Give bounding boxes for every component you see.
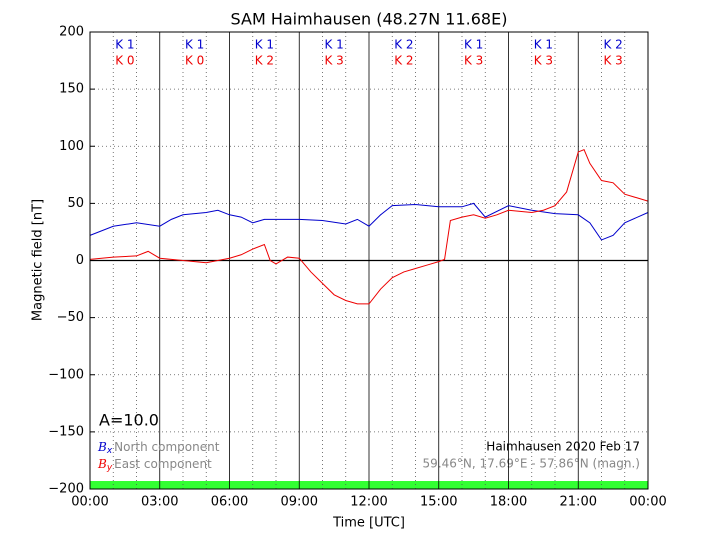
- x-tick-label: 06:00: [211, 495, 248, 510]
- legend-entry: Bx North component: [97, 440, 220, 456]
- y-tick-label: 200: [59, 25, 84, 40]
- k-index-east: K 0: [115, 54, 134, 68]
- x-tick-label: 00:00: [71, 495, 108, 510]
- y-tick-label: −150: [48, 424, 84, 439]
- series-line: [89, 149, 649, 305]
- x-tick-label: 21:00: [560, 495, 597, 510]
- k-index-north: K 1: [255, 38, 274, 52]
- a-index: A=10.0: [99, 411, 159, 430]
- legend-subscript: y: [106, 463, 113, 473]
- x-tick-label: 15:00: [420, 495, 457, 510]
- k-index-north: K 1: [115, 38, 134, 52]
- k-index-north: K 2: [394, 38, 413, 52]
- x-tick-label: 09:00: [281, 495, 318, 510]
- x-tick-label: 18:00: [490, 495, 527, 510]
- k-index-east: K 3: [464, 54, 483, 68]
- k-index-east: K 0: [185, 54, 204, 68]
- legend-label: North component: [114, 440, 220, 454]
- y-tick-label: 50: [67, 196, 84, 211]
- y-tick-label: −100: [48, 367, 84, 382]
- y-tick-label: 150: [59, 82, 84, 97]
- x-tick-label: 03:00: [141, 495, 178, 510]
- k-index-east: K 3: [324, 54, 343, 68]
- legend-label: East component: [114, 457, 212, 471]
- k-index-north: K 1: [185, 38, 204, 52]
- k-index-east: K 3: [534, 54, 553, 68]
- y-tick-label: 0: [76, 253, 84, 268]
- x-tick-label: 00:00: [629, 495, 666, 510]
- x-tick-label: 12:00: [350, 495, 387, 510]
- k-index-east: K 2: [394, 54, 413, 68]
- y-tick-label: 100: [59, 139, 84, 154]
- k-index-north: K 1: [324, 38, 343, 52]
- coordinates: 59.46°N, 17.69°E - 57.86°N (magn.): [423, 457, 640, 471]
- k-index-east: K 3: [603, 54, 622, 68]
- k-index-north: K 1: [464, 38, 483, 52]
- k-index-east: K 2: [255, 54, 274, 68]
- k-index-north: K 1: [534, 38, 553, 52]
- legend-symbol: B: [97, 457, 107, 471]
- plot-frame: [89, 31, 649, 490]
- legend-subscript: x: [106, 446, 113, 456]
- series-line: [89, 202, 649, 241]
- legend-entry: By East component: [97, 457, 212, 473]
- y-axis-label: Magnetic field [nT]: [31, 199, 46, 321]
- station-date: Haimhausen 2020 Feb 17: [486, 440, 640, 454]
- legend-symbol: B: [97, 440, 107, 454]
- chart-title: SAM Haimhausen (48.27N 11.68E): [231, 10, 508, 29]
- y-tick-label: −50: [57, 310, 84, 325]
- x-axis-label: Time [UTC]: [332, 516, 405, 531]
- y-tick-label: −200: [48, 482, 84, 497]
- k-index-north: K 2: [603, 38, 622, 52]
